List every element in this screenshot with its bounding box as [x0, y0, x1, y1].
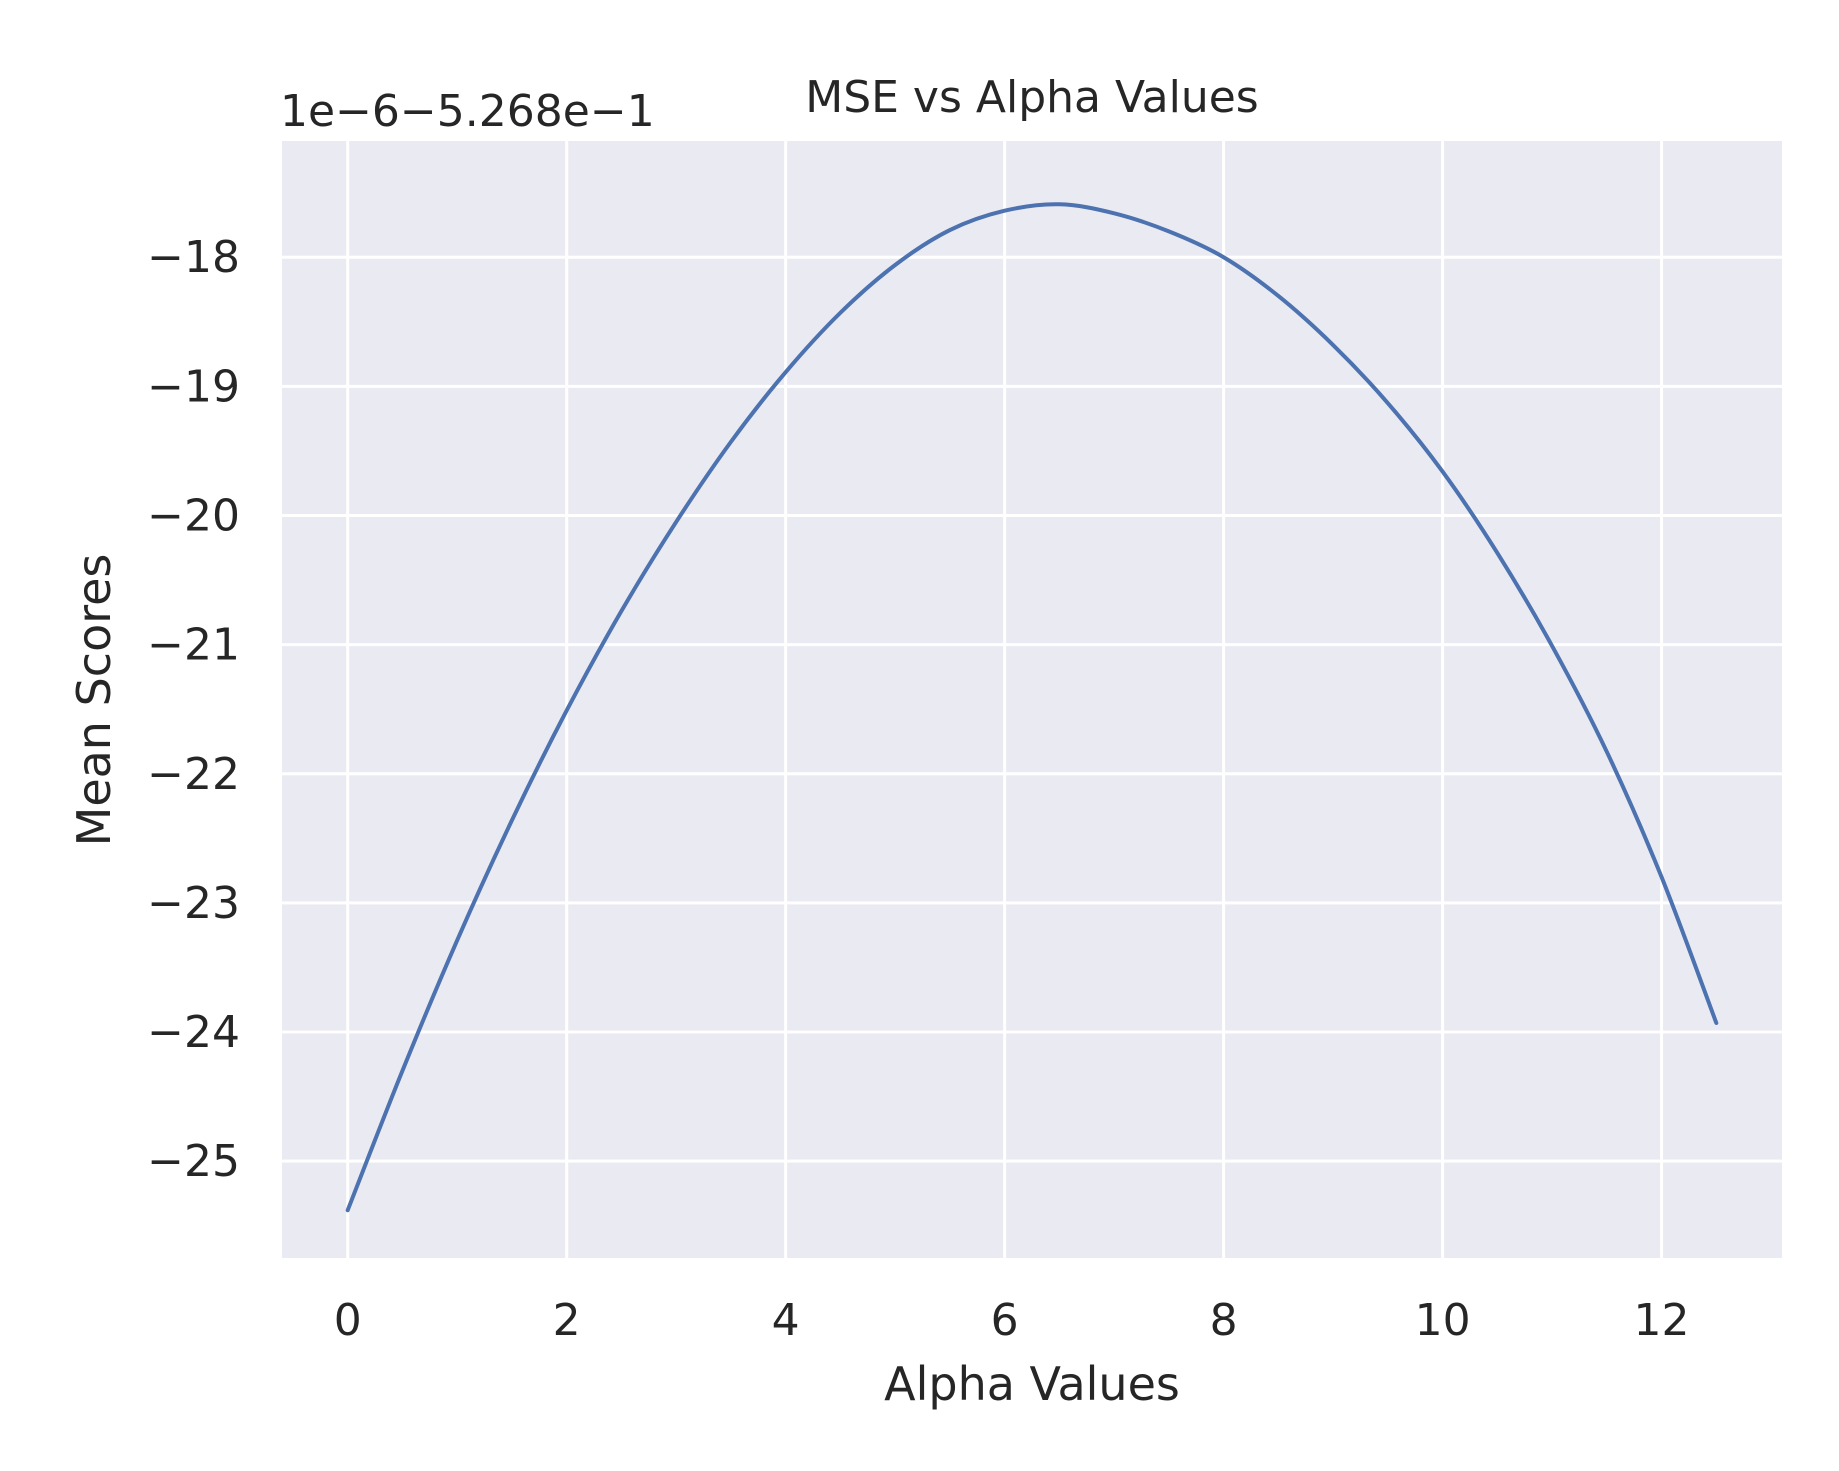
y-tick-labels: −25 −24 −23 −22 −21 −20 −19 −18 [147, 232, 240, 1187]
x-gridlines [346, 141, 1664, 1258]
y-tick-label: −25 [147, 1136, 240, 1187]
x-tick-label: 0 [334, 1295, 362, 1346]
y-gridlines [282, 255, 1782, 1163]
x-tick-label: 10 [1415, 1295, 1471, 1346]
chart-title: MSE vs Alpha Values [805, 72, 1258, 123]
y-tick-label: −23 [147, 878, 240, 929]
y-tick-label: −19 [147, 361, 240, 412]
y-tick-label: −20 [147, 490, 240, 541]
series-line [345, 202, 1719, 1213]
y-tick-label: −24 [147, 1007, 240, 1058]
axis-offset-label: 1e−6−5.268e−1 [280, 86, 655, 137]
y-axis-label: Mean Scores [67, 554, 121, 847]
y-tick-label: −22 [147, 749, 240, 800]
x-tick-label: 2 [553, 1295, 581, 1346]
y-tick-label: −18 [147, 232, 240, 283]
x-tick-label: 12 [1634, 1295, 1690, 1346]
x-tick-label: 4 [772, 1295, 800, 1346]
y-tick-label: −21 [147, 620, 240, 671]
x-tick-labels: 0 2 4 6 8 10 12 [334, 1295, 1690, 1346]
x-tick-label: 6 [991, 1295, 1019, 1346]
x-axis-label: Alpha Values [884, 1357, 1180, 1411]
plot-area [282, 141, 1782, 1258]
x-tick-label: 8 [1210, 1295, 1238, 1346]
